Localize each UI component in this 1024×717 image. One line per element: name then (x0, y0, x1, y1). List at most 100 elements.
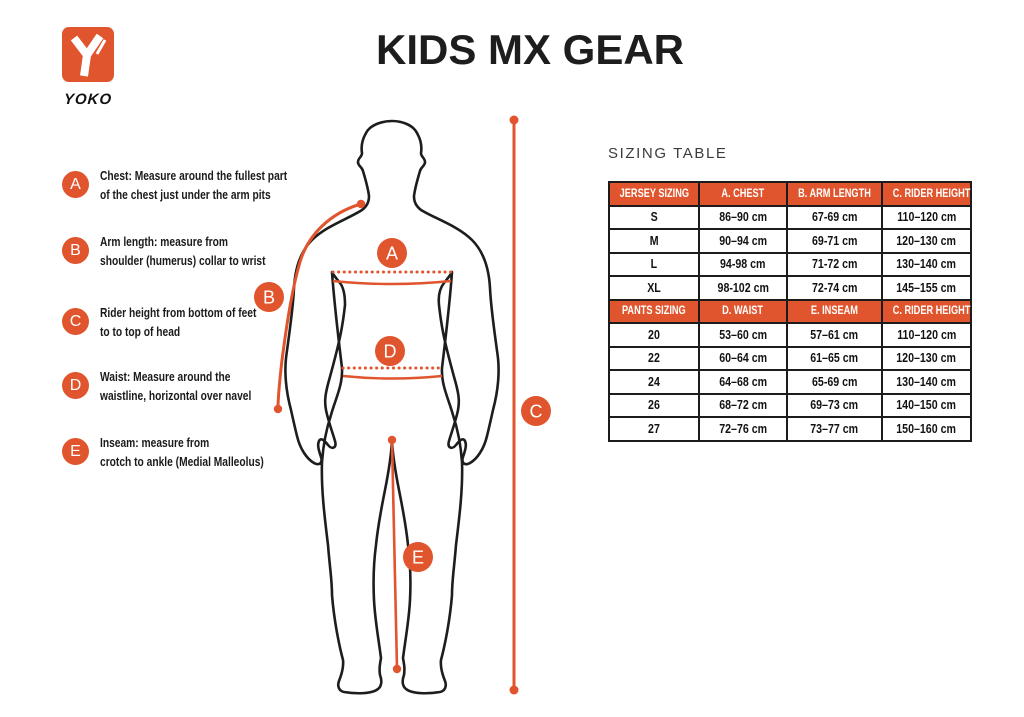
table-cell: S (608, 204, 700, 230)
table-cell: 90–94 cm (698, 228, 788, 254)
badge-letter: B (70, 241, 81, 259)
marker-a (377, 238, 407, 268)
table-header-cell: E. INSEAM (786, 298, 883, 324)
table-cell: 150–160 cm (881, 416, 972, 442)
measure-line-waist (342, 374, 443, 380)
measure-dot (509, 685, 519, 695)
legend-badge-c: C (62, 308, 89, 335)
legend-text: Inseam: measure from crotch to ankle (Me… (100, 433, 264, 471)
sizing-section: SIZING TABLE JERSEY SIZING A. CHEST B. A… (606, 145, 972, 442)
table-cell: 71-72 cm (786, 251, 883, 277)
table-row: S 86–90 cm 67-69 cm 110–120 cm (608, 204, 972, 230)
marker-b (254, 282, 284, 312)
table-cell: 110–120 cm (881, 204, 972, 230)
table-cell: M (608, 228, 700, 254)
legend-item-arm-length: B Arm length: measure from shoulder (hum… (62, 232, 307, 270)
table-header-row: PANTS SIZING D. WAIST E. INSEAM C. RIDER… (608, 298, 972, 324)
table-cell: 57–61 cm (786, 322, 883, 348)
table-cell: 130–140 cm (881, 369, 972, 395)
logo-y-stem (80, 54, 91, 77)
legend-text: Rider height from bottom of feet to to t… (100, 303, 256, 341)
legend-text: Arm length: measure from shoulder (humer… (100, 232, 266, 270)
table-cell: 67-69 cm (786, 204, 883, 230)
table-cell: 69–73 cm (786, 392, 883, 418)
table-cell: 145–155 cm (881, 275, 972, 301)
legend-badge-a: A (62, 171, 89, 198)
table-cell: 20 (608, 322, 700, 348)
table-row: 20 53–60 cm 57–61 cm 110–120 cm (608, 322, 972, 348)
table-row: 22 60–64 cm 61–65 cm 120–130 cm (608, 345, 972, 371)
marker-d (375, 336, 405, 366)
legend-line-1: Waist: Measure around the (100, 369, 231, 384)
table-cell: XL (608, 275, 700, 301)
measure-dot (392, 664, 402, 674)
marker-c (521, 396, 551, 426)
table-cell: 69-71 cm (786, 228, 883, 254)
legend-text: Waist: Measure around the waistline, hor… (100, 367, 251, 405)
table-header-cell: B. ARM LENGTH (786, 181, 883, 207)
legend-line-1: Arm length: measure from (100, 234, 228, 249)
table-header-row: JERSEY SIZING A. CHEST B. ARM LENGTH C. … (608, 181, 972, 207)
legend-line-2: waistline, horizontal over navel (100, 388, 252, 403)
table-cell: 27 (608, 416, 700, 442)
marker-e (403, 542, 433, 572)
measure-line-arm (276, 202, 362, 409)
legend-line-1: Chest: Measure around the fullest part (100, 168, 288, 183)
table-cell: 120–130 cm (881, 345, 972, 371)
measure-dot (356, 199, 366, 209)
marker-d-letter: D (384, 342, 397, 362)
badge-letter: D (69, 376, 82, 394)
legend-item-chest: A Chest: Measure around the fullest part… (62, 166, 334, 204)
legend-text: Chest: Measure around the fullest part o… (100, 166, 287, 204)
legend-line-2: shoulder (humerus) collar to wrist (100, 253, 266, 268)
measure-dot (387, 435, 397, 445)
legend-line-2: of the chest just under the arm pits (100, 187, 271, 202)
table-header-cell: C. RIDER HEIGHT (881, 298, 972, 324)
marker-a-letter: A (386, 244, 398, 264)
table-cell: 22 (608, 345, 700, 371)
legend-item-rider-height: C Rider height from bottom of feet to to… (62, 303, 296, 341)
table-cell: 72–76 cm (698, 416, 788, 442)
table-cell: 110–120 cm (881, 322, 972, 348)
table-cell: 61–65 cm (786, 345, 883, 371)
table-cell: 130–140 cm (881, 251, 972, 277)
table-cell: 86–90 cm (698, 204, 788, 230)
table-header-cell: JERSEY SIZING (608, 181, 700, 207)
legend-item-inseam: E Inseam: measure from crotch to ankle (… (62, 433, 305, 471)
measure-dot (509, 115, 519, 125)
table-cell: 120–130 cm (881, 228, 972, 254)
table-cell: 68–72 cm (698, 392, 788, 418)
logo-wordmark: YOKO (63, 91, 113, 108)
table-cell: 98-102 cm (698, 275, 788, 301)
body-diagram: A B C D E (254, 115, 551, 695)
yoko-logo-icon (62, 27, 114, 82)
measure-line-chest (332, 279, 452, 286)
table-row: 26 68–72 cm 69–73 cm 140–150 cm (608, 392, 972, 418)
legend-line-1: Rider height from bottom of feet (100, 305, 257, 320)
legend-line-1: Inseam: measure from (100, 435, 210, 450)
table-cell: 64–68 cm (698, 369, 788, 395)
table-header-cell: D. WAIST (698, 298, 788, 324)
page-title: KIDS MX GEAR (375, 26, 685, 73)
table-cell: 53–60 cm (698, 322, 788, 348)
legend-badge-d: D (62, 372, 89, 399)
sizing-table-heading: SIZING TABLE (608, 145, 728, 162)
sizing-table: JERSEY SIZING A. CHEST B. ARM LENGTH C. … (608, 181, 972, 442)
legend-badge-b: B (62, 237, 89, 264)
table-cell: 26 (608, 392, 700, 418)
legend-item-waist: D Waist: Measure around the waistline, h… (62, 367, 289, 405)
table-header-cell: PANTS SIZING (608, 298, 700, 324)
marker-b-letter: B (263, 288, 275, 308)
badge-letter: C (69, 312, 82, 330)
table-header-cell: A. CHEST (698, 181, 788, 207)
table-cell: 65-69 cm (786, 369, 883, 395)
table-header-cell: C. RIDER HEIGHT (881, 181, 972, 207)
table-cell: 73–77 cm (786, 416, 883, 442)
table-row: 27 72–76 cm 73–77 cm 150–160 cm (608, 416, 972, 442)
table-cell: 72-74 cm (786, 275, 883, 301)
measure-line-inseam (390, 439, 399, 670)
measure-dot (273, 404, 283, 414)
table-cell: 24 (608, 369, 700, 395)
table-cell: 60–64 cm (698, 345, 788, 371)
legend-badge-e: E (62, 438, 89, 465)
